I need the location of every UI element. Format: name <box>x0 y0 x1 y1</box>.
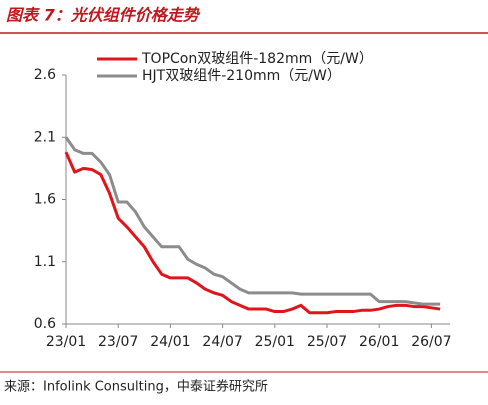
source: 来源：Infolink Consulting，中泰证券研究所 <box>4 379 268 395</box>
x-tick-label: 26/07 <box>411 334 451 350</box>
y-tick-label: 0.6 <box>34 316 56 332</box>
x-tick-label: 25/01 <box>255 334 295 350</box>
y-tick-label: 2.1 <box>34 129 56 145</box>
y-tick-label: 2.6 <box>34 67 56 83</box>
legend-label: TOPCon双玻组件-182mm（元/W） <box>141 51 373 67</box>
series-line <box>64 136 441 306</box>
x-tick-label: 25/07 <box>307 334 347 350</box>
y-tick-label: 1.1 <box>34 254 56 270</box>
x-tick-label: 24/01 <box>150 334 190 350</box>
x-tick-label: 23/01 <box>46 334 86 350</box>
legend-label: HJT双玻组件-210mm（元/W） <box>142 68 341 84</box>
chart-title: 图表 7：光伏组件价格走势 <box>6 6 201 25</box>
series-line <box>64 151 441 315</box>
x-tick-label: 23/07 <box>98 334 138 350</box>
x-tick-label: 24/07 <box>202 334 242 350</box>
y-tick-label: 1.6 <box>34 192 56 208</box>
x-tick-label: 26/01 <box>359 334 399 350</box>
